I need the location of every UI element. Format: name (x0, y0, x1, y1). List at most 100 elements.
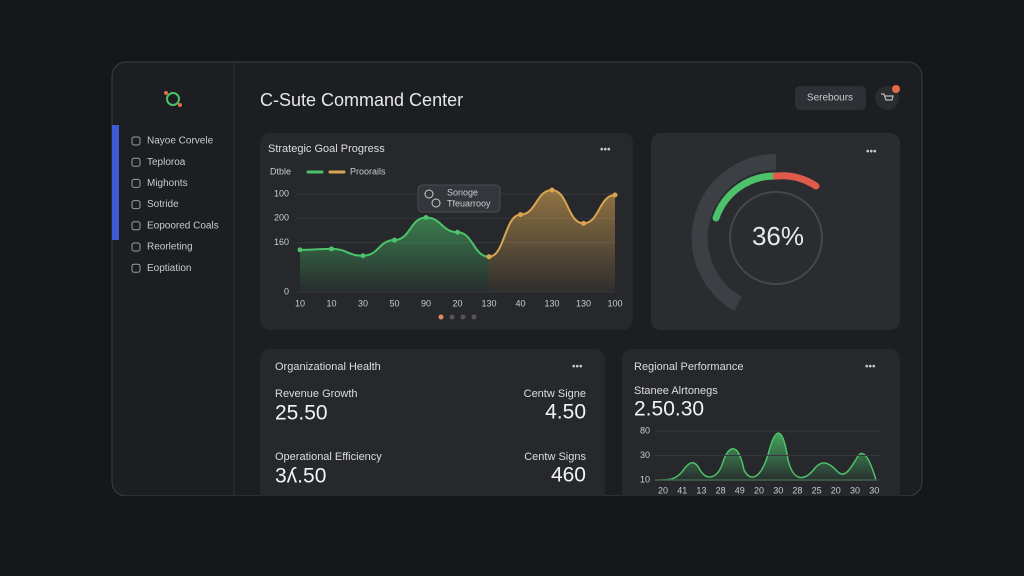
metric-value: 3ʎ.50 (275, 465, 326, 488)
x-tick-label: 13 (696, 485, 706, 495)
legend-label: Dtble (270, 166, 291, 176)
pager-dots (438, 314, 477, 320)
x-tick-label: 20 (452, 298, 462, 308)
metric-label: Operational Efficiency (275, 451, 382, 463)
x-tick-label: 49 (735, 485, 745, 495)
data-point (455, 229, 460, 235)
series-area (300, 217, 489, 292)
notification-dot (892, 85, 900, 93)
card-title: Regional Performance (634, 361, 743, 373)
header-button-label[interactable]: Serebours (807, 93, 853, 104)
nav-icon (131, 200, 141, 210)
nav-item[interactable]: Mighonts (147, 178, 188, 189)
window-clip (112, 496, 923, 576)
data-point (549, 187, 555, 193)
gauge-ring (729, 191, 823, 285)
y-tick-label: 30 (640, 450, 650, 460)
regional-area (654, 432, 878, 481)
tooltip-line: Sonoge (447, 187, 478, 197)
nav-item[interactable]: Eoptiation (147, 263, 191, 274)
x-tick-label: 50 (389, 298, 399, 308)
regional-axes: 80 30 10 20 41 13 28 49 20 30 28 25 20 30 30 (640, 425, 880, 495)
x-tick-label: 130 (481, 298, 496, 308)
card-menu[interactable]: ••• (600, 145, 611, 156)
data-point (423, 215, 429, 221)
x-tick-label: 90 (421, 298, 431, 308)
data-point (612, 192, 618, 198)
x-tick-label: 20 (754, 485, 764, 495)
x-tick-label: 25 (812, 485, 822, 495)
x-tick-label: 10 (295, 298, 305, 308)
data-point (297, 247, 303, 253)
x-tick-label: 28 (716, 485, 726, 495)
x-tick-label: 41 (677, 485, 687, 495)
x-tick-label: 20 (831, 485, 841, 495)
nav-item[interactable]: Reorleting (147, 242, 193, 253)
data-point (329, 246, 334, 252)
nav-accent (112, 125, 119, 240)
gauge-track (691, 153, 777, 311)
tooltip (417, 184, 501, 213)
nav-item[interactable]: Teploroa (147, 157, 186, 168)
org-card (260, 349, 605, 509)
nav-icon (131, 178, 141, 188)
cart-icon (881, 93, 894, 101)
metric-value: 4.50 (545, 401, 586, 424)
legend-label: Proorails (350, 166, 386, 176)
y-tick-label: 0 (284, 286, 289, 296)
sidebar-nav: Nayoe Corvele Teploroa Mighonts Sotride Eopo… (131, 136, 219, 274)
data-point (518, 212, 523, 218)
page-title: C-Sute Command Center (260, 90, 463, 110)
x-tick-label: 20 (658, 485, 668, 495)
y-tick-label: 200 (274, 213, 289, 223)
y-tick-label: 10 (640, 474, 650, 484)
metric-label: Centw Signe (524, 388, 586, 400)
nav-icon (131, 136, 141, 146)
nav-item[interactable]: Eopoored Coals (147, 220, 219, 231)
card-title: Strategic Goal Progress (268, 143, 385, 155)
regional-value: 2.50.30 (634, 398, 704, 421)
x-tick-label: 30 (850, 485, 860, 495)
metric-label: Revenue Growth (275, 388, 358, 400)
nav-item[interactable]: Sotride (147, 199, 179, 210)
goal-chart: 100 200 160 0 10 10 30 50 90 20 130 40 130 130 100 Proo… (274, 166, 623, 308)
data-point (581, 220, 586, 226)
x-tick-label: 130 (544, 298, 559, 308)
gauge-value: 36% (752, 221, 804, 251)
x-tick-label: 130 (576, 298, 591, 308)
data-point (360, 253, 366, 259)
x-tick-label: 28 (792, 485, 802, 495)
x-tick-label: 30 (773, 485, 783, 495)
x-tick-label: 10 (326, 298, 336, 308)
cart-button[interactable] (875, 86, 899, 110)
header-button[interactable] (795, 86, 866, 110)
metric-value: 460 (551, 464, 586, 487)
data-point (486, 254, 492, 260)
nav-icon (131, 221, 141, 231)
regional-subtitle: Stanee Alrtonegs (634, 385, 718, 397)
x-tick-label: 30 (869, 485, 879, 495)
nav-icon (131, 242, 141, 252)
data-point (392, 237, 397, 243)
card-menu[interactable]: ••• (865, 362, 876, 373)
logo (164, 91, 182, 107)
y-tick-label: 160 (274, 237, 289, 247)
nav-icon (131, 263, 141, 273)
x-tick-label: 30 (358, 298, 368, 308)
x-tick-label: 100 (607, 298, 622, 308)
tooltip-icon (424, 189, 434, 199)
nav-item[interactable]: Nayoe Corvele (147, 136, 214, 147)
metric-label: Centw Signs (524, 451, 586, 463)
card-title: Organizational Health (275, 361, 381, 373)
card-menu[interactable]: ••• (866, 147, 877, 158)
gauge-warning (772, 172, 820, 190)
tooltip-line: Tfeuarrooy (447, 198, 491, 208)
nav-icon (131, 157, 141, 167)
x-tick-label: 40 (515, 298, 525, 308)
gauge-progress (712, 172, 780, 222)
metric-value: 25.50 (275, 402, 328, 425)
y-tick-label: 100 (274, 188, 289, 198)
card-menu[interactable]: ••• (572, 362, 583, 373)
